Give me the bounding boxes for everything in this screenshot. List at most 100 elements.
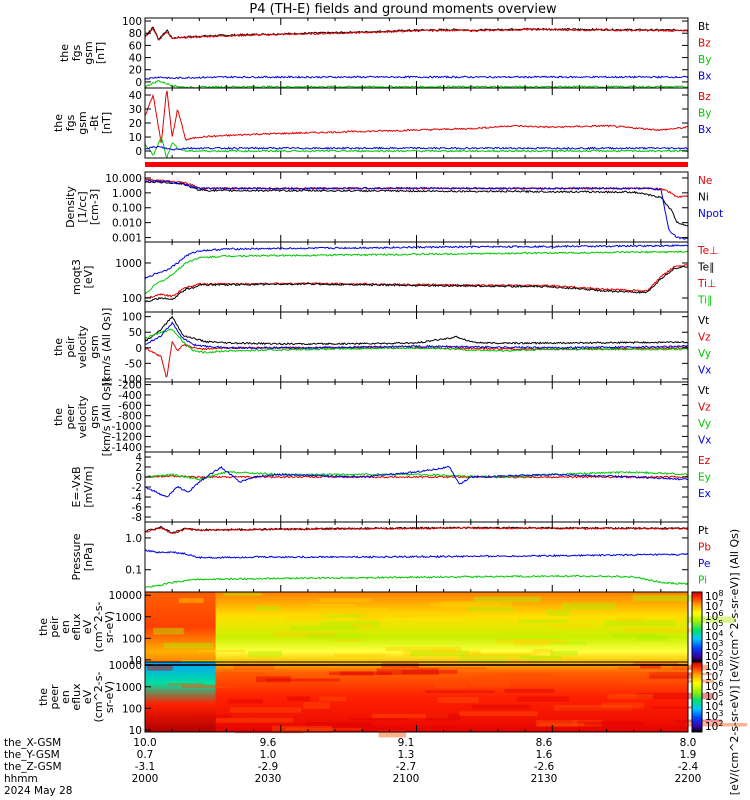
spectrogram-texture	[216, 717, 293, 723]
spectrogram-texture	[221, 671, 266, 678]
colorbar-tick-label: 103	[705, 709, 723, 723]
y-axis-label: [mV/m]	[82, 466, 95, 507]
legend-item: Te∥	[697, 262, 714, 274]
spectrogram-texture	[467, 606, 515, 612]
legend-item: Vy	[698, 348, 711, 360]
spectrogram-texture	[550, 650, 578, 656]
y-tick-label: 60	[129, 40, 142, 52]
y-axis-label: gsm	[82, 41, 95, 64]
spectrogram-texture	[402, 650, 481, 657]
y-tick-label: 50	[129, 327, 142, 339]
y-tick-label: 1000	[115, 682, 142, 694]
series-moqt3-Ti-line	[144, 244, 689, 280]
legend-item: Ey	[698, 472, 711, 484]
spectrogram-texture	[645, 672, 712, 676]
series-pressure-Pi-line	[144, 574, 689, 588]
spectrogram-texture	[147, 665, 173, 671]
y-tick-label: 100	[122, 16, 142, 28]
spectrogram-texture	[560, 707, 634, 711]
y-axis-label: velocity	[76, 395, 89, 438]
y-axis-label: en	[59, 620, 72, 634]
spectrogram-texture	[459, 711, 538, 716]
colorbar	[691, 591, 703, 663]
spectrogram-texture	[636, 692, 713, 700]
y-tick-label: -4	[132, 492, 143, 504]
spectrogram-texture	[513, 639, 550, 646]
y-axis-label: peer	[48, 684, 61, 710]
y-axis-label: [1/cc]	[76, 191, 89, 222]
y-axis-label: (cm^2-s-	[92, 602, 105, 653]
y-tick-label: -1200	[111, 431, 142, 443]
y-axis-label: fgs	[70, 44, 83, 61]
y-tick-label: 4	[135, 452, 142, 464]
y-axis-label: moqt3	[70, 259, 83, 295]
y-tick-label: 40	[129, 53, 142, 65]
y-tick-label: -600	[118, 400, 142, 412]
spectrogram-texture	[686, 723, 748, 727]
spectrograms-layer: 10000100010010thepeirenefluxeV(cm^2-s-sr…	[37, 529, 748, 795]
spectrogram-texture	[223, 592, 262, 596]
series-pressure-Pe-line	[144, 549, 689, 560]
y-axis-label: peer	[64, 404, 77, 430]
spectrogram-texture	[437, 696, 479, 703]
colorbar-tick-label: 105	[705, 689, 723, 703]
spectrogram-texture	[271, 725, 332, 733]
spectrogram-texture	[178, 597, 204, 604]
y-axis-label: fgs	[64, 114, 77, 131]
spectrogram-texture	[349, 718, 408, 721]
colorbar-tick-label: 104	[705, 699, 723, 713]
x-axis-row-label: the_Y-GSM	[4, 749, 60, 761]
spectrogram-texture	[192, 714, 232, 719]
spectrogram-texture	[427, 678, 479, 683]
x-axis-value: 2030	[255, 773, 282, 785]
spectrogram-texture	[636, 634, 669, 641]
x-axis-value: -2.9	[258, 761, 279, 773]
colorbar-tick-label: 102	[705, 719, 723, 733]
colorbar-tick-label: 107	[705, 599, 723, 613]
x-axis-value: 1.6	[536, 749, 553, 761]
y-tick-label: 80	[129, 28, 142, 40]
y-tick-label: 1000	[115, 612, 142, 624]
spectrogram-texture	[601, 702, 644, 709]
x-axis-value: 2130	[531, 773, 558, 785]
spectrogram-texture	[310, 604, 357, 607]
y-tick-label: 20	[129, 118, 142, 130]
x-axis-value: -2.7	[396, 761, 417, 773]
y-tick-label: -8	[132, 512, 142, 524]
y-axis-label: [eV]	[82, 266, 95, 289]
spectrogram-texture	[459, 654, 531, 658]
y-axis-label: [km/s (All Qs)]	[100, 378, 113, 457]
y-axis-label: gsm	[88, 405, 101, 428]
y-tick-label: -200	[118, 380, 142, 392]
series-density-Ni-line	[144, 180, 689, 227]
legend-item: Vx	[698, 365, 711, 377]
y-axis-label: Density	[64, 186, 77, 228]
legend-item: Vt	[698, 315, 709, 327]
spectrogram-texture	[228, 699, 263, 704]
panel-frame	[144, 521, 689, 593]
spectrogram-texture	[554, 704, 633, 711]
colorbar	[691, 661, 703, 733]
colorbar-tick-label: 106	[705, 609, 723, 623]
y-tick-label: 100	[122, 293, 142, 305]
y-tick-label: 10	[129, 655, 142, 667]
spectrogram-texture	[672, 664, 710, 671]
panel-density: 10.000 1.000 0.100 0.010 0.001 Density [1/cc][…	[64, 171, 723, 245]
x-axis-value: 8.6	[536, 737, 553, 749]
spectrogram-texture	[305, 721, 373, 729]
spectrogram-image	[145, 662, 688, 732]
series-fgs-gsm-2-Bz-line	[144, 90, 689, 143]
y-axis-label: [nT]	[94, 42, 107, 64]
y-axis-label: -Bt	[88, 115, 101, 131]
y-tick-label: 100	[122, 703, 142, 715]
y-axis-label: [km/s (All Qs)]	[100, 308, 113, 387]
spectrogram-texture	[424, 690, 495, 693]
spectrogram-texture	[333, 653, 386, 658]
x-axis-value: 10.0	[133, 737, 156, 749]
series-fgs-gsm-1-Bz-line	[144, 27, 689, 41]
x-axis-row-label: the_Z-GSM	[4, 761, 62, 773]
spectrogram-texture	[537, 657, 580, 662]
spectrogram-texture	[475, 674, 556, 679]
